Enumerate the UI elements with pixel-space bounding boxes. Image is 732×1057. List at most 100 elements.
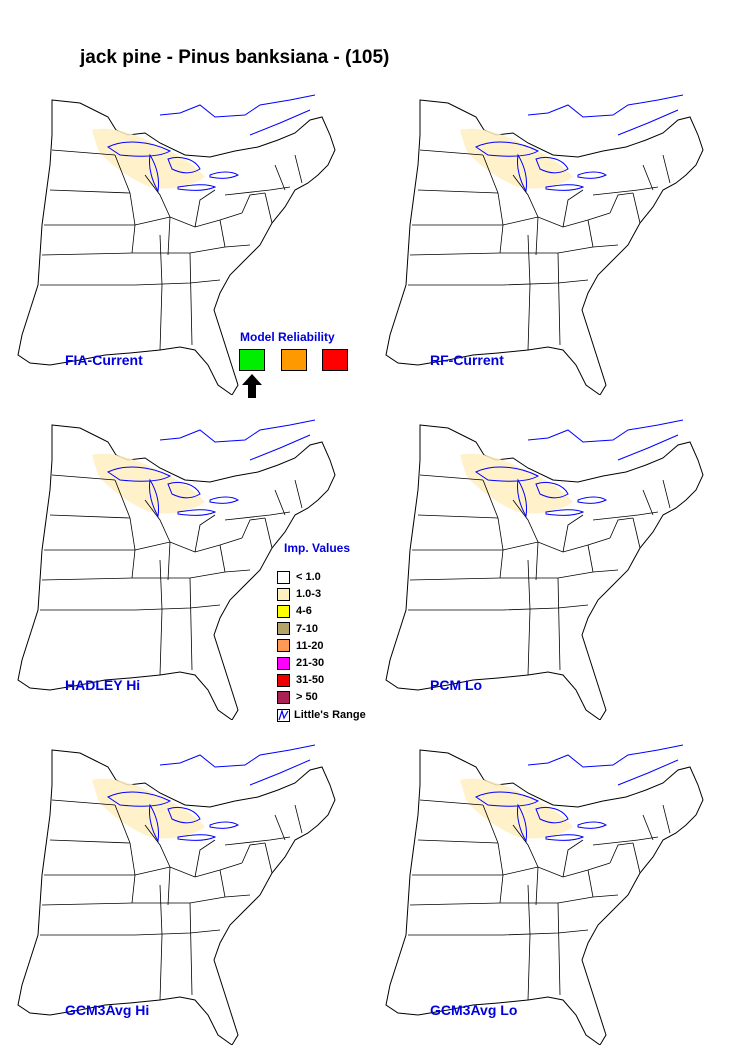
eastern-us-map [17, 94, 336, 395]
great-lake [577, 821, 607, 829]
state-boundary [419, 149, 484, 156]
state-boundary [609, 517, 634, 539]
legend-label: 31-50 [296, 674, 325, 687]
panel-label: RF-Current [430, 352, 504, 368]
legend-label: 7-10 [296, 622, 319, 635]
state-boundary [131, 224, 136, 254]
state-boundary [535, 216, 539, 256]
littles-range-label: Little's Range [294, 709, 366, 721]
great-lake [167, 481, 201, 499]
border-line [527, 419, 684, 461]
eastern-us-map [385, 744, 704, 1045]
state-boundary [527, 559, 531, 676]
species-distribution [460, 453, 573, 514]
state-boundary [497, 192, 504, 226]
state-boundary [274, 164, 286, 191]
state-boundary [497, 842, 504, 876]
state-boundary [224, 511, 291, 521]
state-boundary [512, 174, 539, 218]
great-lake [517, 153, 527, 193]
panel-label: FIA-Current [65, 352, 143, 368]
great-lake [177, 184, 217, 191]
importance-legend-row: 4-6 [277, 604, 312, 618]
state-boundary [512, 824, 539, 868]
great-lake [545, 509, 585, 516]
state-boundary [51, 474, 116, 481]
state-boundary [274, 489, 286, 516]
state-boundary [642, 164, 654, 191]
state-boundary [527, 234, 531, 351]
state-boundary [587, 869, 594, 898]
border-line [159, 744, 316, 786]
legend-swatch [277, 639, 290, 653]
species-distribution [460, 778, 573, 839]
up-arrow-icon [242, 374, 262, 398]
state-boundary [129, 517, 136, 551]
state-boundary [632, 192, 641, 224]
state-boundary [144, 499, 171, 543]
great-lake [149, 803, 159, 843]
state-boundary [409, 252, 501, 256]
us-outline [385, 99, 704, 395]
state-boundary [632, 842, 641, 874]
great-lake [474, 466, 540, 482]
state-boundary [264, 517, 273, 549]
state-boundary [134, 604, 221, 611]
state-boundary [562, 189, 584, 228]
state-boundary [134, 279, 221, 286]
page-title: jack pine - Pinus banksiana - (105) [80, 47, 390, 68]
importance-legend-row: > 50 [277, 690, 318, 704]
reliability-box-medium [281, 349, 307, 371]
state-boundary [419, 799, 484, 806]
great-lake [106, 466, 172, 482]
great-lake [209, 496, 239, 504]
state-boundary [131, 549, 136, 579]
legend-label: 21-30 [296, 657, 325, 669]
map-panel-rf-current: RF-Current [378, 85, 723, 395]
state-boundary [114, 804, 131, 844]
legend-swatch [277, 690, 290, 704]
state-boundary [167, 866, 171, 906]
state-boundary [51, 149, 116, 156]
state-boundary [49, 839, 131, 844]
state-boundary [417, 189, 499, 194]
map-panel-pcm-lo: PCM Lo [378, 410, 723, 720]
state-boundary [194, 189, 216, 228]
species-distribution [460, 128, 573, 189]
state-boundary [587, 544, 594, 573]
legend-label: 4-6 [296, 605, 312, 618]
state-boundary [41, 252, 133, 256]
eastern-us-map [385, 419, 704, 720]
us-outline [17, 99, 336, 395]
great-lake [535, 156, 569, 174]
state-boundary [482, 804, 499, 844]
great-lake [149, 153, 159, 193]
importance-legend-row: 11-20 [277, 639, 324, 653]
state-boundary [527, 884, 531, 1001]
state-boundary [144, 824, 171, 868]
state-boundary [224, 186, 291, 196]
littles-range-icon [277, 708, 290, 722]
great-lake [167, 806, 201, 824]
state-boundary [557, 577, 561, 671]
state-boundary [189, 577, 193, 671]
state-boundary [499, 874, 504, 904]
map-panel-gcm3avg-hi: GCM3Avg Hi [10, 735, 355, 1045]
state-boundary [159, 884, 163, 1001]
state-boundary [557, 252, 561, 346]
state-boundary [241, 517, 266, 539]
great-lake [149, 478, 159, 518]
legend-swatch [277, 622, 290, 636]
state-boundary [144, 174, 171, 218]
state-boundary [49, 189, 131, 194]
state-boundary [499, 549, 504, 579]
state-boundary [662, 154, 671, 184]
state-boundary [294, 154, 303, 184]
legend-swatch [277, 656, 290, 670]
species-distribution [92, 778, 205, 839]
great-lake [167, 156, 201, 174]
state-boundary [167, 541, 171, 581]
border-line [159, 94, 316, 136]
panel-label: GCM3Avg Hi [65, 1002, 150, 1018]
state-boundary [114, 154, 131, 194]
